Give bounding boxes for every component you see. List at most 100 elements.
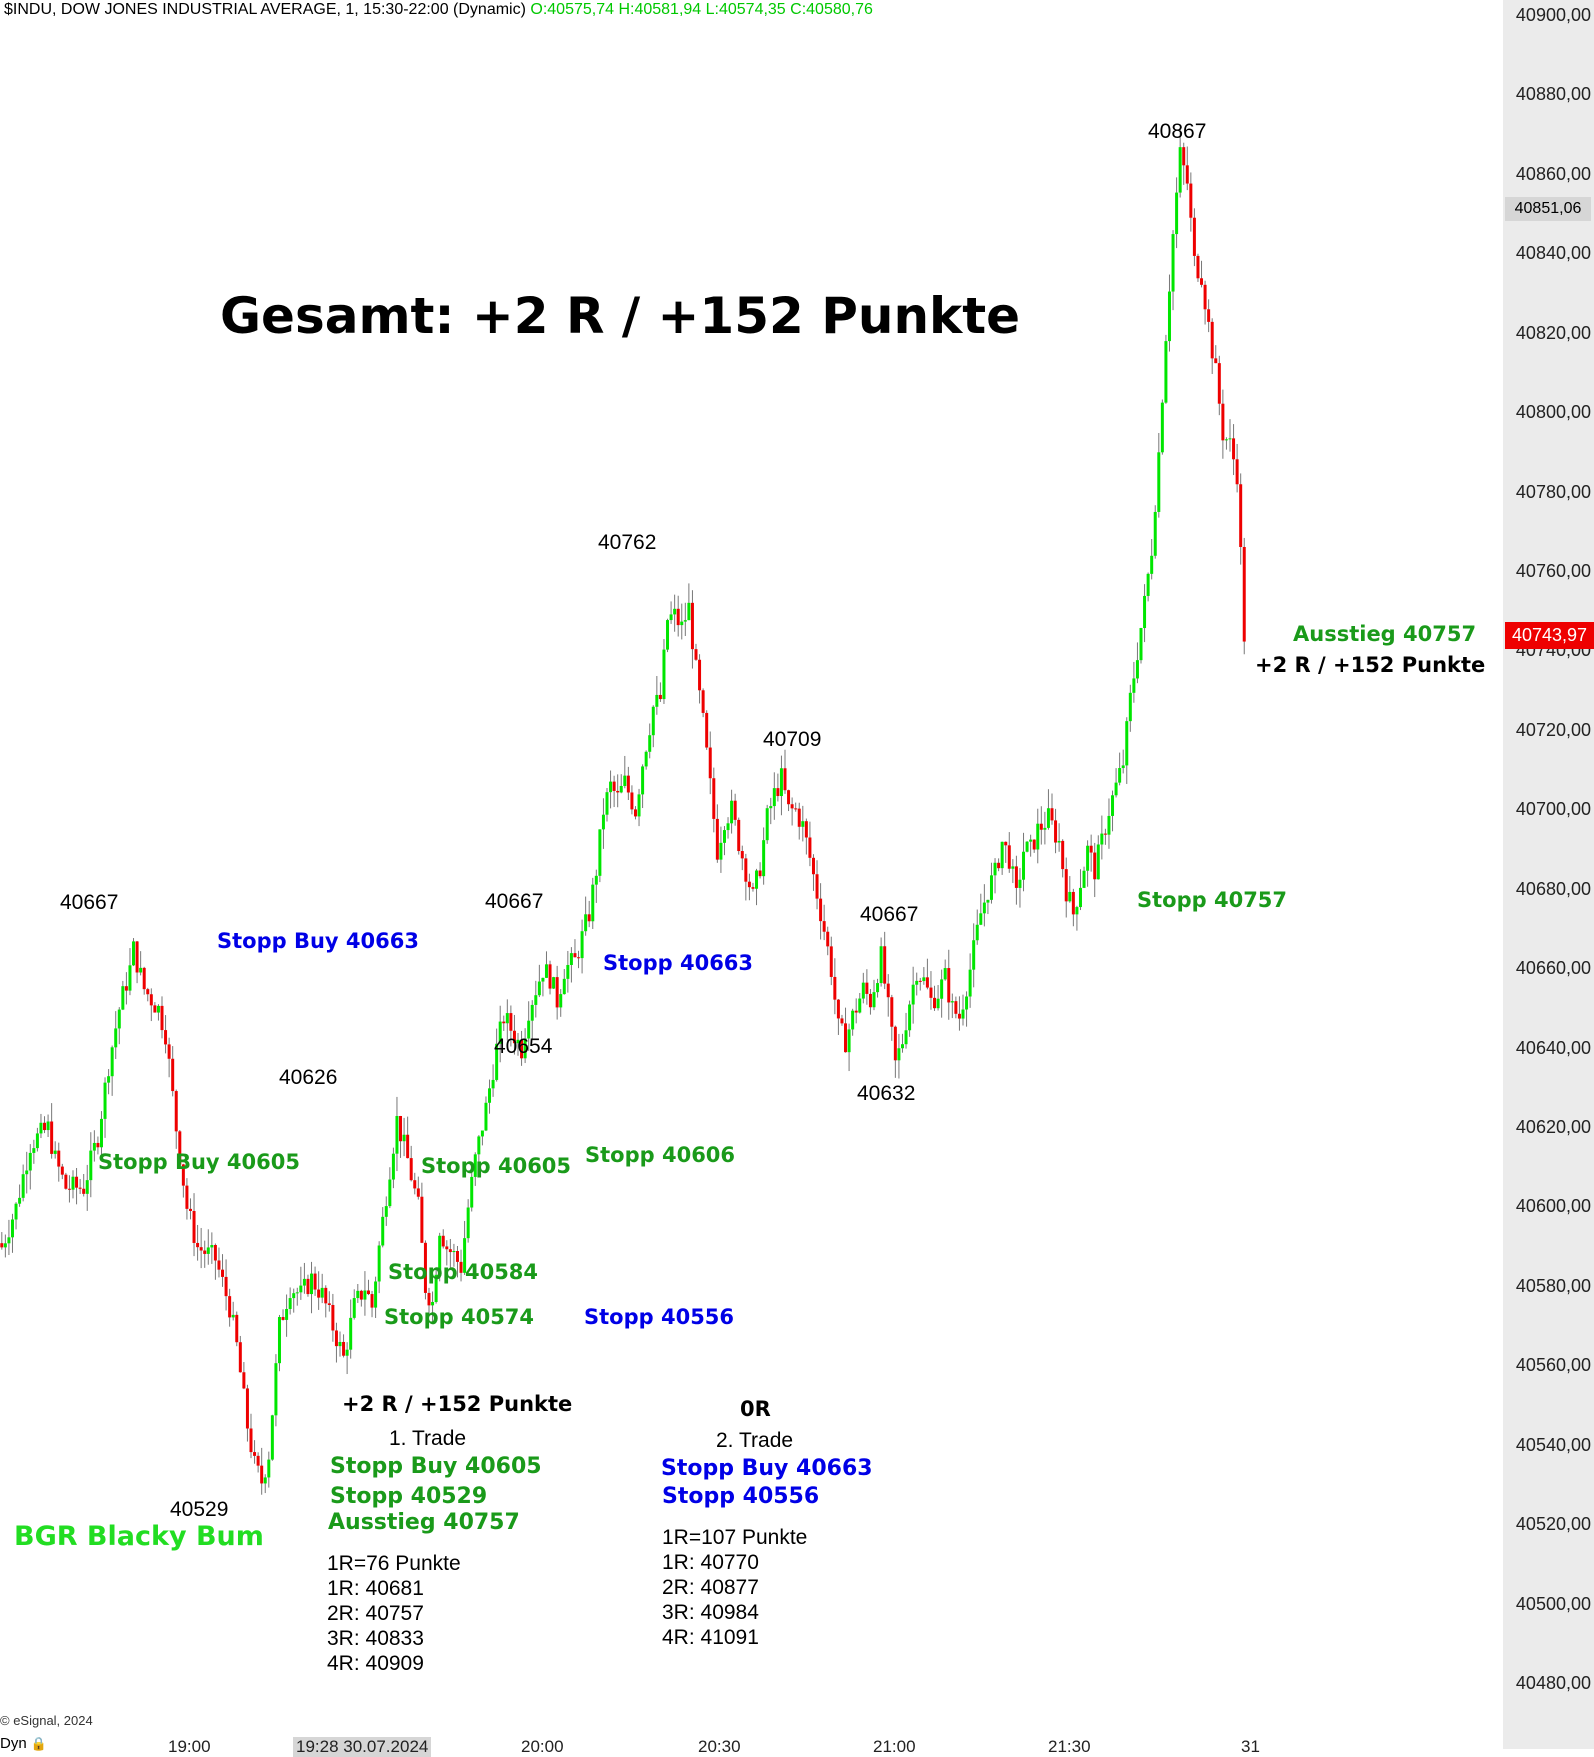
candle-up: [210, 1244, 214, 1248]
headline-total: Gesamt: +2 R / +152 Punkte: [220, 287, 1021, 345]
swing-label: 40529: [170, 1498, 229, 1521]
candle-up: [1139, 628, 1143, 661]
candle-down: [947, 968, 951, 1003]
candle-up: [726, 823, 730, 831]
candle-down: [196, 1242, 200, 1248]
candle-down: [1054, 820, 1058, 843]
candle-down: [1239, 484, 1243, 547]
candle-up: [1029, 839, 1033, 842]
candle-down: [245, 1388, 249, 1429]
candle-down: [1221, 403, 1225, 441]
candle-up: [46, 1121, 50, 1131]
price-axis-panel[interactable]: [1503, 0, 1594, 1749]
candle-up: [666, 620, 670, 650]
candle-down: [78, 1187, 82, 1189]
annotation-ausstieg: Ausstieg 40757: [1293, 622, 1477, 646]
candle-up: [473, 1154, 477, 1177]
trade1-r2: 2R: 40757: [327, 1602, 424, 1625]
candle-down: [160, 1005, 164, 1031]
swing-label: 40654: [494, 1035, 553, 1058]
candle-down: [281, 1317, 285, 1320]
interval-mode-label[interactable]: Dyn 🔒: [0, 1735, 47, 1752]
candle-up: [285, 1308, 289, 1320]
candle-up: [377, 1245, 381, 1282]
swing-label: 40667: [485, 890, 544, 913]
candle-up: [484, 1102, 488, 1131]
candle-up: [1043, 827, 1047, 830]
candle-up: [569, 953, 573, 965]
candle-up: [559, 994, 563, 1008]
candle-up: [993, 862, 997, 876]
candle-up: [772, 788, 776, 807]
swing-label: 40709: [763, 728, 822, 751]
candle-down: [256, 1455, 260, 1466]
candle-down: [178, 1131, 182, 1165]
candle-up: [434, 1274, 438, 1302]
candle-down: [1200, 278, 1204, 285]
candle-up: [302, 1278, 306, 1286]
candle-up: [605, 792, 609, 815]
candle-down: [213, 1244, 217, 1261]
candle-down: [833, 976, 837, 1000]
candle-up: [584, 914, 588, 932]
swing-label: 40667: [60, 891, 119, 914]
y-tick-label: 40620,00: [1515, 1117, 1591, 1137]
candle-up: [566, 964, 570, 979]
candle-up: [762, 840, 766, 877]
candle-down: [64, 1174, 68, 1189]
candle-up: [534, 995, 538, 1005]
candle-down: [1217, 363, 1221, 404]
candle-up: [1167, 291, 1171, 342]
candle-down: [577, 957, 581, 959]
candle-down: [811, 857, 815, 875]
swing-label: 40667: [860, 903, 919, 926]
trade2-stop: Stopp 40556: [662, 1484, 820, 1509]
candle-down: [441, 1235, 445, 1247]
chart-symbol-title: $INDU, DOW JONES INDUSTRIAL AVERAGE, 1, …: [4, 1, 526, 18]
candle-up: [683, 620, 687, 622]
candle-down: [427, 1292, 431, 1306]
trade1-result: +2 R / +152 Punkte: [342, 1392, 573, 1416]
candle-up: [107, 1076, 111, 1083]
candle-up: [1078, 887, 1082, 908]
y-tick-label: 40660,00: [1515, 958, 1591, 979]
candle-up: [879, 946, 883, 984]
annotation-stopp-buy-40663: Stopp Buy 40663: [217, 929, 419, 953]
y-tick-label: 40780,00: [1515, 481, 1591, 502]
candle-down: [306, 1278, 310, 1295]
candle-down: [933, 997, 937, 1009]
trade2-entry: Stopp Buy 40663: [661, 1456, 873, 1481]
candle-down: [587, 914, 591, 922]
candle-down: [167, 1044, 171, 1059]
y-tick-label: 40480,00: [1515, 1673, 1591, 1693]
candle-down: [399, 1115, 403, 1142]
candle-up: [1150, 555, 1154, 574]
candle-up: [388, 1179, 392, 1207]
candle-up: [940, 979, 944, 999]
candle-down: [737, 819, 741, 852]
candle-up: [288, 1298, 292, 1309]
candle-up: [637, 794, 641, 817]
candle-up: [277, 1317, 281, 1364]
candle-down: [1214, 358, 1218, 364]
candle-down: [317, 1289, 321, 1298]
candle-down: [701, 690, 705, 713]
candle-up: [363, 1290, 367, 1300]
candle-down: [406, 1134, 410, 1159]
trade1-r3: 3R: 40833: [327, 1627, 424, 1650]
candle-up: [655, 694, 659, 707]
annotation-stopp-40556: Stopp 40556: [584, 1305, 735, 1329]
candle-up: [156, 1005, 160, 1013]
candle-down: [787, 790, 791, 805]
candle-down: [520, 1039, 524, 1059]
candle-down: [868, 993, 872, 1008]
candle-up: [1100, 833, 1104, 845]
candle-up: [673, 608, 677, 615]
candle-down: [174, 1091, 178, 1132]
candle-up: [491, 1079, 495, 1089]
trade1-r4: 4R: 40909: [327, 1652, 424, 1675]
candle-up: [139, 967, 143, 973]
candle-up: [730, 800, 734, 824]
candle-up: [651, 706, 655, 736]
